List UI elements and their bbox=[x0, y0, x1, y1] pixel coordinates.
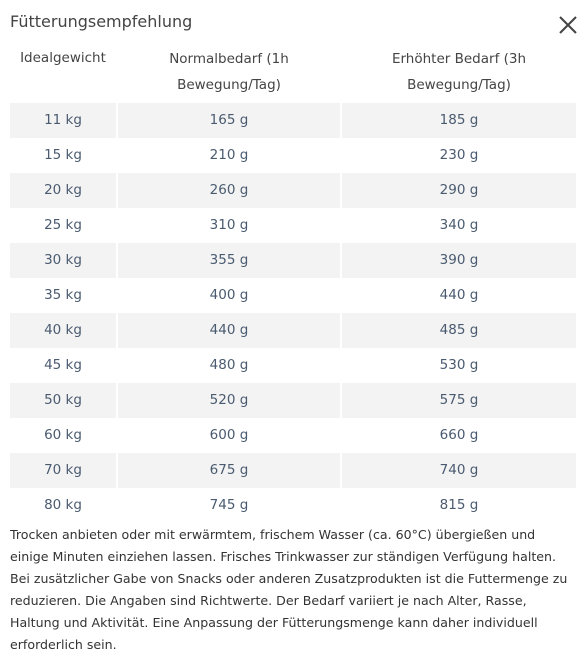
table-cell: 660 g bbox=[439, 427, 479, 443]
table-cell: 15 kg bbox=[44, 147, 82, 163]
table-cell: 35 kg bbox=[44, 287, 82, 303]
table-cell: 575 g bbox=[342, 383, 576, 418]
table-cell: 45 kg bbox=[44, 357, 82, 373]
table-cell: 80 kg bbox=[44, 497, 82, 513]
table-cell: 745 g bbox=[209, 497, 249, 513]
table-row: 15 kg 210 g 230 g bbox=[10, 138, 576, 173]
table-cell: 185 g bbox=[342, 103, 576, 138]
table-cell: 290 g bbox=[342, 173, 576, 208]
table-cell: 50 kg bbox=[10, 383, 116, 418]
table-cell: 20 kg bbox=[10, 173, 116, 208]
table-cell: 230 g bbox=[439, 147, 479, 163]
table-cell: 340 g bbox=[439, 217, 479, 233]
column-header: Idealgewicht bbox=[20, 50, 106, 66]
table-row: 30 kg 355 g 390 g bbox=[10, 243, 576, 278]
table-cell: 355 g bbox=[118, 243, 340, 278]
table-cell: 40 kg bbox=[10, 313, 116, 348]
feeding-table: Idealgewicht Normalbedarf (1h Bewegung/T… bbox=[10, 44, 576, 523]
table-row: 45 kg 480 g 530 g bbox=[10, 348, 576, 383]
table-cell: 25 kg bbox=[44, 217, 82, 233]
table-row: 35 kg 400 g 440 g bbox=[10, 278, 576, 313]
table-row: 11 kg 165 g 185 g bbox=[10, 103, 576, 138]
table-cell: 520 g bbox=[118, 383, 340, 418]
table-cell: 740 g bbox=[342, 453, 576, 488]
table-body: 11 kg 165 g 185 g 15 kg 210 g 230 g 20 kg 260 g… bbox=[10, 103, 576, 523]
table-cell: 440 g bbox=[118, 313, 340, 348]
table-row: 80 kg 745 g 815 g bbox=[10, 488, 576, 523]
table-cell: 210 g bbox=[209, 147, 249, 163]
note-text: Trocken anbieten oder mit erwärmtem, fri… bbox=[10, 527, 568, 652]
table-cell: 30 kg bbox=[10, 243, 116, 278]
table-row: 60 kg 600 g 660 g bbox=[10, 418, 576, 453]
table-row: 20 kg 260 g 290 g bbox=[10, 173, 576, 208]
table-cell: 480 g bbox=[209, 357, 249, 373]
table-cell: 165 g bbox=[118, 103, 340, 138]
close-button[interactable] bbox=[557, 14, 579, 36]
column-header: Normalbedarf (1h Bewegung/Tag) bbox=[118, 44, 340, 103]
table-cell: 70 kg bbox=[10, 453, 116, 488]
table-cell: 310 g bbox=[209, 217, 249, 233]
table-cell: 390 g bbox=[342, 243, 576, 278]
table-cell: 11 kg bbox=[10, 103, 116, 138]
table-cell: 675 g bbox=[118, 453, 340, 488]
table-row: 50 kg 520 g 575 g bbox=[10, 383, 576, 418]
column-header-text: Erhöhter Bedarf (3h Bewegung/Tag) bbox=[391, 51, 527, 93]
dialog-title: Fütterungsempfehlung bbox=[10, 12, 193, 31]
table-cell: 600 g bbox=[209, 427, 249, 443]
table-cell: 260 g bbox=[118, 173, 340, 208]
table-cell: 60 kg bbox=[44, 427, 82, 443]
table-cell: 400 g bbox=[209, 287, 249, 303]
table-row: 70 kg 675 g 740 g bbox=[10, 453, 576, 488]
table-header: Idealgewicht Normalbedarf (1h Bewegung/T… bbox=[10, 44, 576, 103]
table-row: 25 kg 310 g 340 g bbox=[10, 208, 576, 243]
table-cell: 485 g bbox=[342, 313, 576, 348]
column-header: Erhöhter Bedarf (3h Bewegung/Tag) bbox=[342, 44, 576, 103]
table-cell: 815 g bbox=[439, 497, 479, 513]
column-header-text: Normalbedarf (1h Bewegung/Tag) bbox=[169, 51, 289, 93]
table-cell: 530 g bbox=[439, 357, 479, 373]
table-cell: 440 g bbox=[439, 287, 479, 303]
table-row: 40 kg 440 g 485 g bbox=[10, 313, 576, 348]
